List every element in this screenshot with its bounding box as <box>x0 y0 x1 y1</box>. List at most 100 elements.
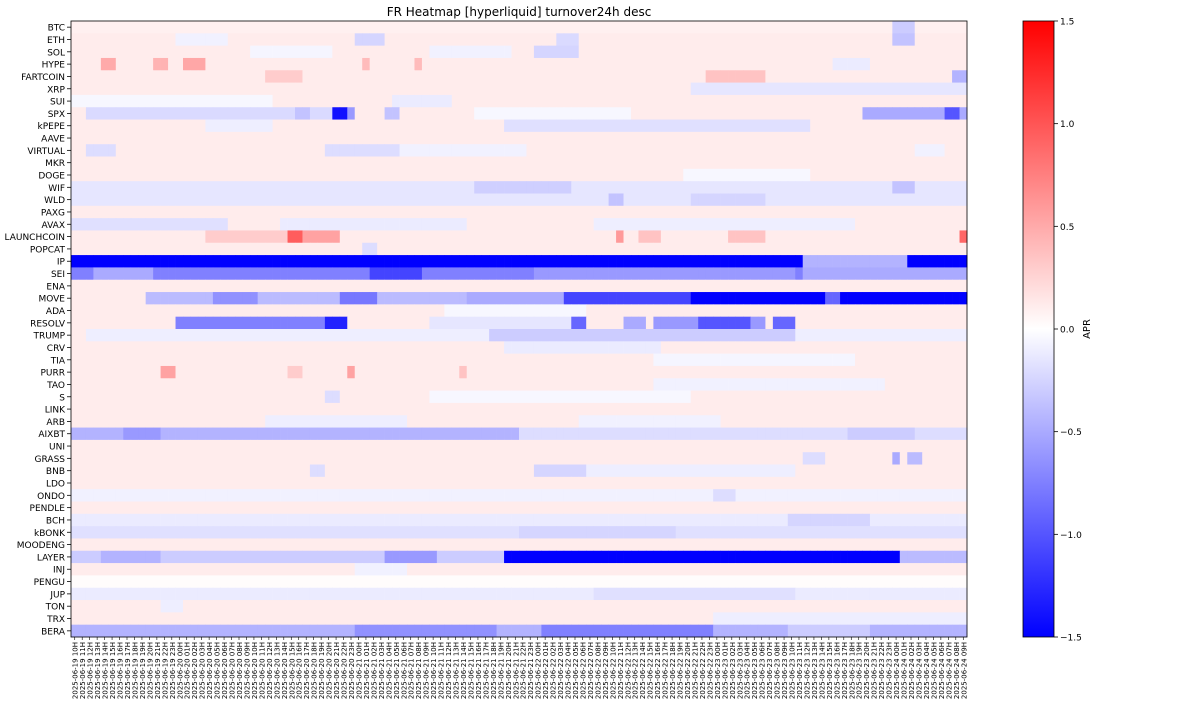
heatmap-cell <box>71 131 79 145</box>
heatmap-cell <box>309 452 318 465</box>
heatmap-cell <box>862 390 871 404</box>
heatmap-cell <box>795 341 804 354</box>
heatmap-cell <box>631 21 639 34</box>
heatmap-cell <box>369 402 378 416</box>
heatmap-cell <box>108 329 117 342</box>
heatmap-cell <box>832 70 841 83</box>
heatmap-cell <box>436 464 445 478</box>
heatmap-cell <box>362 415 371 428</box>
heatmap-cell <box>100 501 109 515</box>
heatmap-cell <box>414 156 423 170</box>
heatmap-cell <box>235 70 244 83</box>
heatmap-cell <box>772 21 781 34</box>
heatmap-cell <box>78 267 87 281</box>
heatmap-cell <box>810 513 819 527</box>
heatmap-cell <box>71 365 79 379</box>
heatmap-cell <box>855 390 863 404</box>
heatmap-cell <box>130 279 139 293</box>
heatmap-cell <box>377 57 385 71</box>
heatmap-cell <box>578 119 587 133</box>
heatmap-cell <box>548 427 557 441</box>
heatmap-cell <box>899 390 908 404</box>
heatmap-cell <box>653 365 662 379</box>
heatmap-cell <box>71 181 79 194</box>
heatmap-cell <box>250 415 259 428</box>
heatmap-cell <box>138 45 147 59</box>
heatmap-cell <box>242 390 251 404</box>
heatmap-cell <box>309 292 318 305</box>
heatmap-cell <box>459 365 468 379</box>
heatmap-cell <box>705 119 714 133</box>
heatmap-cell <box>317 21 326 34</box>
heatmap-cell <box>332 119 341 133</box>
heatmap-cell <box>212 70 221 83</box>
heatmap-cell <box>952 390 960 404</box>
heatmap-cell <box>242 255 251 268</box>
heatmap-cell <box>369 365 378 379</box>
heatmap-cell <box>160 513 169 527</box>
heatmap-cell <box>466 292 475 305</box>
heatmap-cell <box>817 82 826 96</box>
heatmap-cell <box>899 181 908 194</box>
heatmap-cell <box>496 144 505 157</box>
heatmap-cell <box>168 45 176 59</box>
heatmap-cell <box>586 267 595 281</box>
heatmap-cell <box>563 304 572 318</box>
heatmap-cell <box>743 230 751 244</box>
heatmap-cell <box>668 476 677 490</box>
heatmap-cell <box>728 21 736 34</box>
heatmap-cell <box>205 464 214 478</box>
heatmap-cell <box>743 489 751 502</box>
heatmap-cell <box>937 107 945 120</box>
heatmap-cell <box>295 131 303 145</box>
heatmap-cell <box>556 57 565 71</box>
heatmap-cell <box>257 304 266 318</box>
heatmap-cell <box>877 476 886 490</box>
heatmap-cell <box>71 205 79 219</box>
heatmap-cell <box>511 353 520 367</box>
heatmap-cell <box>511 45 520 59</box>
heatmap-cell <box>952 168 960 182</box>
heatmap-cell <box>683 193 692 207</box>
heatmap-cell <box>743 341 751 354</box>
heatmap-cell <box>533 501 542 515</box>
heatmap-cell <box>242 489 251 502</box>
heatmap-cell <box>713 353 721 367</box>
heatmap-cell <box>369 513 378 527</box>
heatmap-cell <box>855 476 863 490</box>
heatmap-cell <box>459 526 468 539</box>
heatmap-cell <box>429 390 438 404</box>
heatmap-cell <box>862 242 871 256</box>
heatmap-cell <box>907 181 916 194</box>
heatmap-cell <box>444 181 453 194</box>
heatmap-cell <box>601 341 609 354</box>
heatmap-cell <box>959 378 968 391</box>
heatmap-cell <box>802 131 811 145</box>
heatmap-cell <box>175 230 184 244</box>
heatmap-cell <box>384 292 393 305</box>
heatmap-cell <box>735 131 744 145</box>
heatmap-cell <box>280 464 288 478</box>
heatmap-cell <box>944 168 953 182</box>
heatmap-cell <box>847 156 856 170</box>
heatmap-cell <box>526 82 535 96</box>
heatmap-cell <box>466 242 475 256</box>
heatmap-cell <box>780 57 789 71</box>
heatmap-cell <box>421 230 430 244</box>
heatmap-cell <box>227 119 236 133</box>
heatmap-cell <box>817 70 826 83</box>
heatmap-cell <box>511 329 520 342</box>
heatmap-cell <box>571 292 580 305</box>
heatmap-cell <box>168 242 176 256</box>
heatmap-cell <box>511 255 520 268</box>
heatmap-cell <box>392 181 400 194</box>
heatmap-cell <box>698 378 707 391</box>
heatmap-cell <box>556 501 565 515</box>
heatmap-cell <box>802 218 811 231</box>
heatmap-cell <box>160 267 169 281</box>
heatmap-cell <box>645 70 654 83</box>
heatmap-cell <box>197 21 206 34</box>
heatmap-cell <box>526 107 535 120</box>
heatmap-cell <box>242 365 251 379</box>
heatmap-cell <box>399 427 408 441</box>
